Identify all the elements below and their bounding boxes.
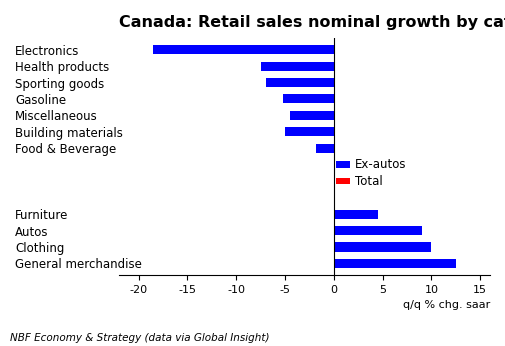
Bar <box>316 144 334 153</box>
Bar <box>334 210 378 219</box>
Bar <box>290 111 334 120</box>
Bar <box>334 259 456 268</box>
Text: Canada: Retail sales nominal growth by category in Q1: Canada: Retail sales nominal growth by c… <box>119 15 505 30</box>
Bar <box>334 243 431 252</box>
Bar <box>334 226 422 235</box>
Bar <box>261 62 334 71</box>
Text: NBF Economy & Strategy (data via Global Insight): NBF Economy & Strategy (data via Global … <box>10 333 270 343</box>
Text: Ex-autos: Ex-autos <box>356 158 407 171</box>
Text: Total: Total <box>356 175 383 188</box>
X-axis label: q/q % chg. saar: q/q % chg. saar <box>403 300 490 310</box>
Bar <box>154 45 334 54</box>
Bar <box>336 178 350 184</box>
Bar <box>336 162 350 168</box>
Bar <box>285 127 334 136</box>
Bar <box>283 94 334 103</box>
Bar <box>266 78 334 87</box>
